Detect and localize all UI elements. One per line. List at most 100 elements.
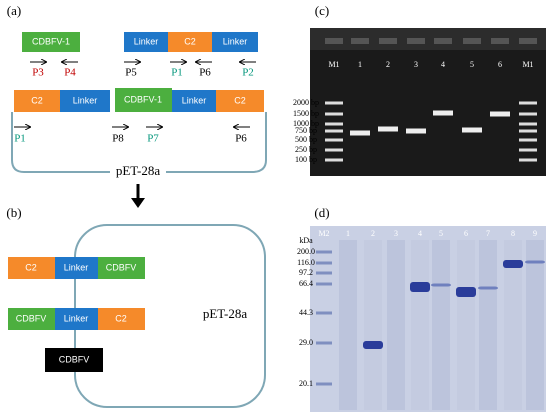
box-label: CDBFV bbox=[106, 262, 137, 272]
marker-label: 1500 bp bbox=[293, 109, 319, 118]
gel-well bbox=[519, 38, 537, 44]
gel-band bbox=[519, 112, 537, 116]
gel-well bbox=[379, 38, 397, 44]
gel-lane bbox=[504, 240, 522, 410]
gel-band bbox=[316, 271, 332, 275]
gel-band bbox=[519, 138, 537, 142]
marker-label: 2000 bp bbox=[293, 98, 319, 107]
marker-label: 29.0 bbox=[299, 338, 313, 347]
arrow-head bbox=[131, 198, 145, 208]
gel-image bbox=[310, 28, 546, 176]
gel-band bbox=[519, 129, 537, 133]
lane-label: 2 bbox=[386, 60, 390, 69]
gel-band bbox=[525, 260, 545, 264]
plasmid-label: pET-28a bbox=[116, 163, 161, 178]
gel-well bbox=[491, 38, 509, 44]
primer-label: P6 bbox=[199, 67, 211, 79]
marker-label: 97.2 bbox=[299, 268, 313, 277]
gel-band bbox=[456, 287, 476, 297]
primer-label: P1 bbox=[171, 67, 183, 79]
lane-label: 1 bbox=[358, 60, 362, 69]
gene-box bbox=[60, 90, 110, 112]
plasmid-outline bbox=[11, 112, 267, 173]
lane-label: 2 bbox=[371, 229, 375, 238]
primer-label: P5 bbox=[125, 67, 137, 79]
gel-lane bbox=[457, 240, 475, 410]
lane-label: 4 bbox=[418, 229, 422, 238]
panel-d: (d) M2 1 2 3 4 5 6 7 8 9 kDa 200.0 116.097.2 66.4 44.3… bbox=[297, 205, 546, 412]
lane-label: 6 bbox=[464, 229, 468, 238]
gel-well bbox=[434, 38, 452, 44]
panel-label: (c) bbox=[315, 3, 329, 18]
gel-band bbox=[431, 283, 451, 287]
lane-label: 8 bbox=[511, 229, 515, 238]
panel-a: (a) CDBFV-1 Linker C2 Linker P3 P4 P5 P1… bbox=[7, 3, 267, 208]
gel-band bbox=[316, 311, 332, 315]
gel-band bbox=[325, 158, 343, 162]
gel-lane bbox=[364, 240, 382, 410]
gene-box bbox=[124, 32, 168, 52]
box-label: Linker bbox=[223, 36, 248, 46]
gene-box bbox=[172, 90, 216, 112]
gene-box bbox=[212, 32, 258, 52]
gel-band bbox=[406, 128, 426, 134]
gene-box bbox=[14, 90, 60, 112]
gel-lane bbox=[339, 240, 357, 410]
gel-band bbox=[316, 250, 332, 254]
box-label: Linker bbox=[73, 95, 98, 105]
lane-label: M1 bbox=[522, 60, 533, 69]
lane-label: 1 bbox=[346, 229, 350, 238]
gel-lane bbox=[432, 240, 450, 410]
gene-box bbox=[115, 88, 172, 112]
gel-lane bbox=[479, 240, 497, 410]
gel-band bbox=[478, 286, 498, 290]
unit-label: kDa bbox=[299, 236, 313, 245]
gel-well bbox=[407, 38, 425, 44]
gel-well bbox=[325, 38, 343, 44]
box-label: Linker bbox=[182, 95, 207, 105]
primer-label: P2 bbox=[242, 67, 254, 79]
box-label: C2 bbox=[184, 36, 196, 46]
gene-box bbox=[8, 257, 55, 279]
primer-label: P1 bbox=[14, 133, 26, 145]
box-label: Linker bbox=[64, 262, 89, 272]
gel-band bbox=[519, 101, 537, 105]
lane-label: 9 bbox=[533, 229, 537, 238]
panel-label: (a) bbox=[7, 3, 21, 18]
marker-label: 44.3 bbox=[299, 308, 313, 317]
box-label: C2 bbox=[25, 262, 37, 272]
gel-band bbox=[325, 101, 343, 105]
gel-band bbox=[378, 126, 398, 132]
lane-label: 4 bbox=[441, 60, 445, 69]
primer-label: P7 bbox=[147, 133, 159, 145]
box-label: Linker bbox=[134, 36, 159, 46]
box-label: Linker bbox=[64, 313, 89, 323]
lane-label: M1 bbox=[328, 60, 339, 69]
box-label: CDBFV-1 bbox=[124, 94, 162, 104]
marker-label: 500 bp bbox=[295, 135, 317, 144]
marker-label: 750 bp bbox=[295, 126, 317, 135]
gene-box bbox=[22, 32, 80, 52]
gene-box bbox=[55, 257, 98, 279]
gel-band bbox=[325, 148, 343, 152]
gel-band bbox=[316, 382, 332, 386]
marker-label: 66.4 bbox=[299, 279, 313, 288]
marker-label: 250 bp bbox=[295, 145, 317, 154]
gel-lane bbox=[526, 240, 544, 410]
gel-band bbox=[325, 112, 343, 116]
box-label: CDBFV bbox=[16, 313, 47, 323]
gel-lane bbox=[387, 240, 405, 410]
gel-band bbox=[316, 341, 332, 345]
box-label: CDBFV-1 bbox=[32, 36, 70, 46]
gel-band bbox=[503, 260, 523, 268]
gel-band bbox=[519, 158, 537, 162]
primer-label: P6 bbox=[235, 133, 247, 145]
gel-band bbox=[363, 341, 383, 349]
gel-band bbox=[325, 138, 343, 142]
primer-label: P8 bbox=[112, 133, 124, 145]
lane-label: 3 bbox=[414, 60, 418, 69]
gel-well bbox=[351, 38, 369, 44]
gel-band bbox=[316, 261, 332, 265]
box-label: C2 bbox=[31, 95, 43, 105]
panel-b: (b) C2 Linker CDBFV CDBFV Linker C2 CDBF… bbox=[6, 205, 266, 408]
